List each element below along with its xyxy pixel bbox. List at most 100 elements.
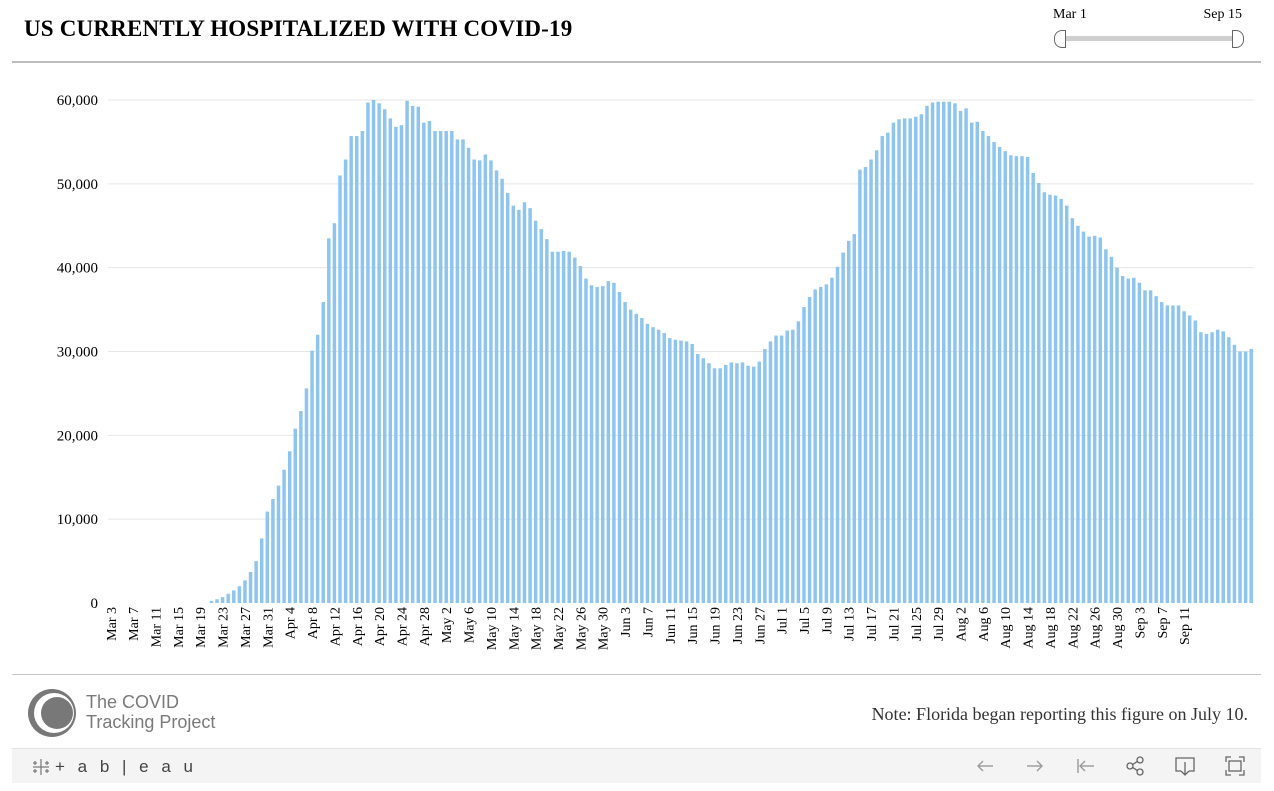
bar [835, 266, 840, 603]
x-tick-label: Jul 1 [776, 607, 791, 634]
share-icon[interactable] [1124, 755, 1146, 777]
bar [466, 147, 471, 603]
bar [684, 341, 689, 603]
bar [489, 160, 493, 604]
bar [858, 169, 862, 603]
bar [696, 354, 700, 603]
bar [584, 278, 588, 603]
revert-icon[interactable] [1074, 755, 1096, 777]
y-tick-label: 10,000 [57, 512, 98, 528]
bar [779, 335, 784, 603]
bar [1120, 276, 1125, 603]
bar [293, 428, 298, 603]
bar [942, 101, 946, 603]
bar [472, 159, 476, 603]
logo-text: The COVID Tracking Project [86, 692, 215, 732]
bar [1070, 218, 1075, 603]
bar [1238, 351, 1242, 603]
chart-title: US CURRENTLY HOSPITALIZED WITH COVID-19 [24, 16, 573, 41]
bar [651, 327, 655, 603]
x-tick-label: Aug 14 [1022, 607, 1037, 649]
bar [276, 485, 281, 603]
x-tick-label: May 10 [485, 607, 500, 650]
bar [1176, 305, 1181, 603]
covid-tracking-project-logo[interactable]: The COVID Tracking Project [28, 683, 248, 743]
fullscreen-icon[interactable] [1224, 755, 1246, 777]
tableau-logo[interactable]: + a b | e a u [31, 756, 197, 778]
logo-line-2: Tracking Project [86, 712, 216, 732]
y-tick-label: 0 [91, 596, 99, 612]
x-tick-label: Jul 5 [798, 607, 813, 634]
bar [718, 368, 722, 603]
x-tick-label: Jul 21 [887, 607, 902, 641]
bar [282, 469, 286, 603]
undo-icon[interactable] [974, 755, 996, 777]
bar [209, 600, 214, 603]
bar [617, 291, 622, 603]
bar [958, 110, 963, 604]
bar [986, 136, 991, 603]
bar [1076, 225, 1080, 603]
bar [254, 561, 258, 603]
x-tick-label: Mar 23 [217, 607, 232, 648]
date-range-slider[interactable]: Mar 1 Sep 15 [1050, 4, 1250, 54]
y-tick-label: 60,000 [57, 93, 98, 109]
bar [1165, 305, 1170, 603]
bar [1025, 157, 1030, 604]
bar [371, 100, 376, 603]
footer-divider [12, 674, 1261, 675]
bar [550, 251, 555, 603]
bar [444, 131, 448, 603]
x-tick-label: Apr 12 [328, 607, 343, 646]
slider-start-handle[interactable] [1054, 30, 1066, 48]
bar [925, 105, 929, 603]
bar [422, 122, 426, 603]
x-tick-label: Jun 3 [619, 607, 634, 637]
download-icon[interactable] [1174, 755, 1196, 777]
bar [964, 108, 968, 603]
bar [494, 170, 499, 604]
bar [500, 178, 504, 603]
x-tick-label: Mar 31 [261, 607, 276, 648]
x-tick-label: May 18 [530, 607, 545, 650]
bar [332, 223, 337, 604]
bar [438, 131, 443, 603]
x-tick-label: Mar 3 [105, 607, 120, 641]
bar [1210, 332, 1214, 603]
x-tick-label: May 14 [507, 607, 522, 650]
bar [410, 105, 415, 603]
bar [969, 122, 974, 603]
bar [528, 208, 532, 603]
bar [751, 366, 756, 603]
logo-mark-icon [28, 689, 76, 737]
x-tick-label: Jul 17 [865, 607, 880, 641]
bar [517, 209, 521, 604]
bar [729, 362, 734, 603]
x-tick-label: Mar 27 [239, 607, 254, 648]
x-tick-label: Jun 19 [709, 607, 724, 644]
bar [914, 116, 918, 603]
x-tick-label: May 22 [552, 607, 567, 650]
bar [533, 220, 538, 603]
bar [416, 106, 420, 603]
bar [768, 341, 773, 603]
tableau-toolbar: + a b | e a u [12, 748, 1261, 783]
bar [1081, 231, 1086, 603]
bar [1104, 249, 1108, 603]
slider-end-handle[interactable] [1232, 30, 1244, 48]
bar [802, 307, 806, 603]
slider-end-label: Sep 15 [1203, 7, 1243, 22]
bar [248, 571, 253, 603]
slider-track[interactable] [1060, 36, 1238, 41]
bar [612, 282, 616, 603]
bar [522, 202, 527, 603]
bar [478, 160, 482, 604]
x-tick-label: Apr 4 [284, 607, 299, 639]
x-tick-label: Jun 23 [731, 607, 746, 644]
bar [1092, 235, 1097, 603]
bar [902, 118, 907, 603]
bar [589, 285, 594, 603]
bar [1243, 351, 1248, 603]
redo-icon[interactable] [1024, 755, 1046, 777]
bar [399, 125, 404, 604]
